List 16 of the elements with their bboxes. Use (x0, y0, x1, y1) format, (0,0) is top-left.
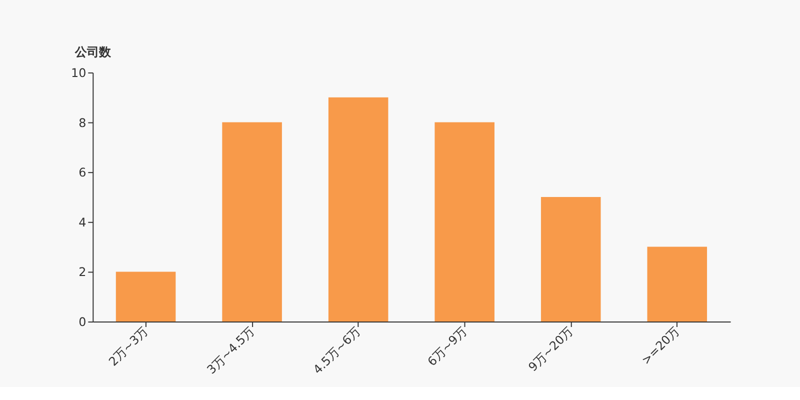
bar (328, 97, 388, 322)
y-tick-label: 0 (78, 315, 86, 330)
y-tick-label: 8 (78, 116, 86, 130)
bar (434, 122, 494, 322)
bar (116, 272, 176, 322)
x-tick-label: 2万~3万 (106, 324, 151, 369)
bar (540, 196, 601, 322)
y-tick-label: 6 (78, 166, 86, 180)
y-axis-title: 公司数 (74, 45, 112, 60)
x-tick-label: 6万~9万 (424, 324, 470, 369)
y-tick-label: 4 (78, 215, 86, 230)
bar (222, 122, 282, 322)
y-tick-label: 2 (78, 265, 86, 280)
bar (647, 246, 708, 322)
x-tick-label: 4.5万~6万 (310, 324, 364, 377)
y-tick-label: 10 (70, 66, 86, 80)
